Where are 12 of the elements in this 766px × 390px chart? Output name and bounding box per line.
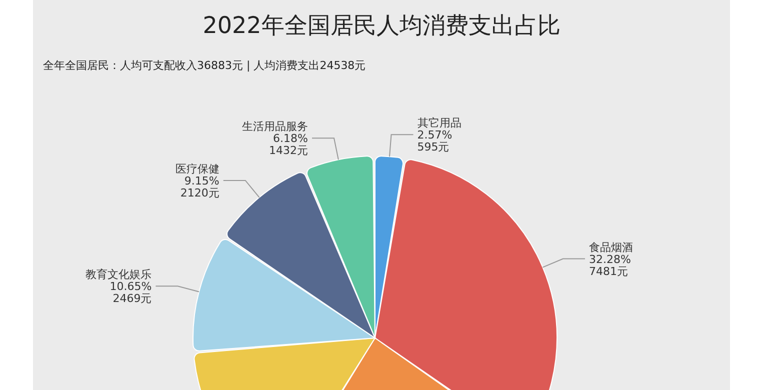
slice-label: 其它用品 — [417, 116, 462, 130]
data-label: 6.18% 1432元 — [269, 132, 308, 158]
data-label: 10.65% 2469元 — [110, 280, 152, 306]
data-label: 9.15% 2120元 — [180, 174, 220, 200]
data-label: 2.57% 595元 — [417, 128, 452, 154]
slice-label: 生活用品服务 — [242, 120, 308, 134]
slice-label: 教育文化娱乐 — [86, 268, 152, 282]
chart-subtitle: 全年全国居民：人均可支配收入36883元 | 人均消费支出24538元 — [43, 58, 366, 73]
slice-label: 医疗保健 — [175, 162, 220, 176]
slice-label: 食品烟酒 — [588, 240, 633, 254]
data-label: 32.28% 7481元 — [588, 252, 631, 278]
chart-title: 2022年全国居民人均消费支出占比 — [202, 12, 562, 41]
